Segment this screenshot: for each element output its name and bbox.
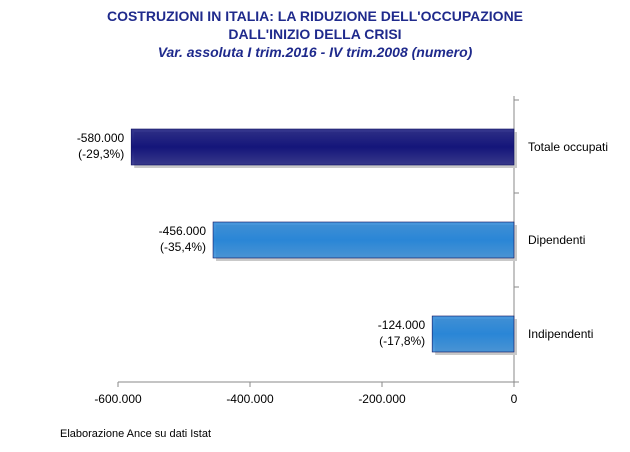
- x-tick-label: -600.000: [94, 392, 142, 406]
- category-label: Indipendenti: [528, 327, 593, 341]
- percent-label: (-35,4%): [160, 240, 206, 254]
- value-label: -580.000: [77, 131, 125, 145]
- bar: [212, 221, 515, 259]
- percent-label: (-17,8%): [379, 334, 425, 348]
- category-label: Totale occupati: [528, 140, 608, 154]
- source-note: Elaborazione Ance su dati Istat: [60, 428, 212, 440]
- value-label: -124.000: [378, 318, 426, 332]
- category-label: Dipendenti: [528, 233, 585, 247]
- bar: [130, 128, 515, 166]
- x-tick-label: -400.000: [226, 392, 274, 406]
- percent-label: (-29,3%): [78, 147, 124, 161]
- bar: [431, 315, 515, 353]
- chart-title-line1: COSTRUZIONI IN ITALIA: LA RIDUZIONE DELL…: [106, 8, 524, 24]
- chart-title-line2: DALL'INIZIO DELLA CRISI: [228, 26, 402, 42]
- chart-subtitle: Var. assoluta I trim.2016 - IV trim.2008…: [157, 44, 473, 60]
- x-tick-label: -200.000: [358, 392, 406, 406]
- value-label: -456.000: [159, 224, 207, 238]
- x-tick-label: 0: [511, 392, 518, 406]
